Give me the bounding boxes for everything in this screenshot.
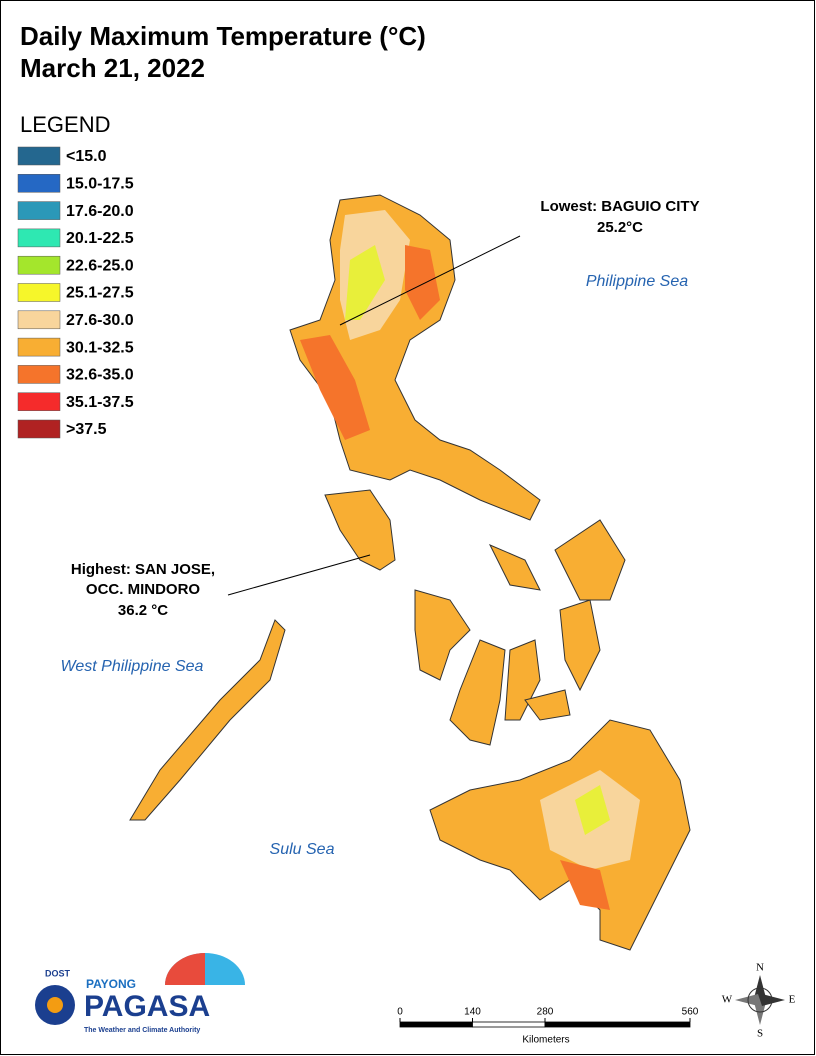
islands: [129, 194, 691, 951]
compass-letter: N: [756, 962, 764, 974]
legend-label: 27.6-30.0: [66, 312, 134, 329]
central-plain: [300, 335, 370, 440]
panay: [414, 589, 471, 681]
leyte: [559, 599, 601, 692]
scale-tick-label: 280: [537, 1007, 554, 1018]
legend-swatch: [17, 365, 61, 384]
logo: DOST PAYONG PAGASA The Weather and Clima…: [35, 953, 245, 1034]
leader-line: [227, 554, 371, 596]
annotation: Lowest: BAGUIO CITY: [540, 198, 699, 215]
compass-letter: S: [757, 1028, 763, 1040]
annotation: 36.2 °C: [118, 602, 168, 619]
legend-label: 32.6-35.0: [66, 367, 134, 384]
logo-brand-top: PAYONG: [86, 977, 136, 991]
legend-swatch: [17, 174, 61, 193]
annotation: Highest: SAN JOSE,: [71, 561, 215, 578]
legend-swatch: [17, 283, 61, 302]
compass-letter: W: [722, 994, 733, 1006]
scale-unit: Kilometers: [522, 1035, 569, 1046]
legend-swatch: [17, 201, 61, 220]
legend-label: 17.6-20.0: [66, 203, 134, 220]
scale-segment: [544, 1021, 691, 1028]
title-line: March 21, 2022: [20, 53, 205, 83]
legend-swatch: [17, 392, 61, 411]
compass: N E S W: [722, 962, 796, 1040]
scale-bar: 0 140 280 560: [397, 1007, 699, 1028]
sea-label: Sulu Sea: [270, 841, 335, 858]
annotation: OCC. MINDORO: [86, 581, 200, 598]
legend-label: 30.1-32.5: [66, 339, 134, 356]
negros: [449, 639, 506, 746]
legend-label: >37.5: [66, 421, 107, 438]
bohol: [524, 689, 571, 721]
logo-brand: PAGASA: [84, 990, 210, 1023]
cordillera: [345, 245, 385, 320]
umbrella-part: [165, 953, 205, 985]
dost-emblem-center: [47, 997, 63, 1013]
scale-tick-label: 140: [464, 1007, 481, 1018]
scale-tick-label: 0: [397, 1007, 403, 1018]
cotabato: [560, 860, 610, 910]
mindoro: [324, 489, 396, 571]
legend-label: 20.1-22.5: [66, 230, 134, 247]
legend-label: 35.1-37.5: [66, 394, 134, 411]
bukidnon: [575, 785, 610, 835]
legend-swatch: [17, 228, 61, 248]
sea-label: Philippine Sea: [586, 273, 688, 290]
legend: <15.0 15.0-17.5 17.6-20.0 20.1-22.5 22.6-25.…: [17, 146, 134, 439]
legend-swatch: [17, 255, 61, 275]
legend-label: 15.0-17.5: [66, 176, 134, 193]
palawan: [129, 619, 286, 821]
sea-label: West Philippine Sea: [61, 658, 204, 675]
legend-swatch: [17, 419, 61, 439]
legend-title: LEGEND: [20, 112, 110, 137]
legend-label: 22.6-25.0: [66, 257, 134, 274]
scale-segment: [472, 1021, 546, 1028]
scale-segment: [399, 1021, 473, 1028]
logo-agency: DOST: [45, 968, 71, 978]
leader-line: [339, 235, 521, 326]
samar: [554, 519, 626, 601]
annotation: 25.2°C: [597, 219, 643, 236]
legend-swatch: [17, 337, 61, 357]
legend-swatch: [17, 146, 61, 166]
title-line: Daily Maximum Temperature (°C): [20, 21, 426, 51]
legend-swatch: [17, 310, 61, 330]
masbate: [488, 544, 541, 591]
compass-letter: E: [789, 994, 796, 1006]
legend-label: <15.0: [66, 148, 107, 165]
cagayan-valley: [405, 245, 440, 320]
scale-tick-label: 560: [682, 1007, 699, 1018]
legend-label: 25.1-27.5: [66, 285, 134, 302]
compass-ring: [747, 987, 773, 1013]
logo-tagline: The Weather and Climate Authority: [84, 1027, 200, 1034]
